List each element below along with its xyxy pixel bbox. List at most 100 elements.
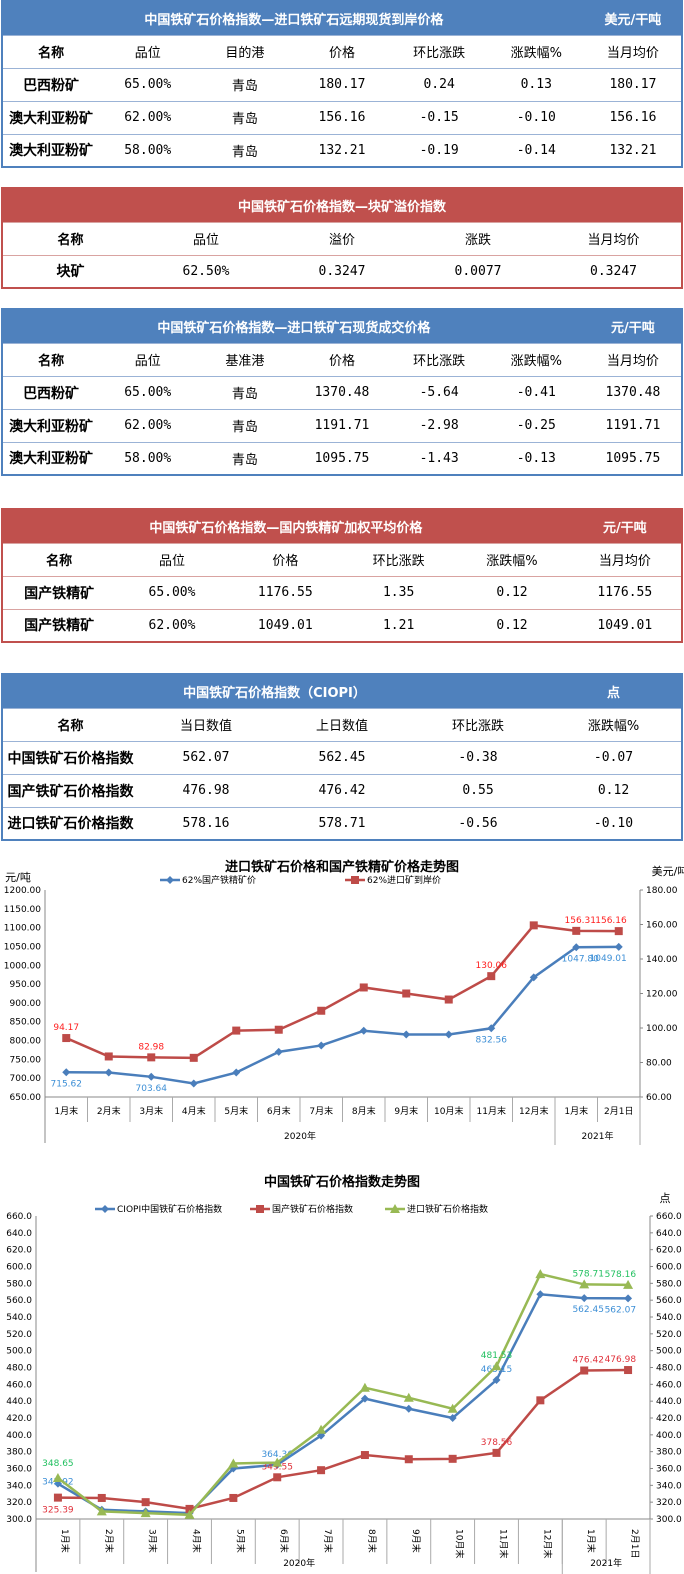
y-tick-label: 900.00 [10, 999, 42, 1009]
table-2: 中国铁矿石价格指数—进口铁矿石现货成交价格 元/干吨 名称 品位 基准港 价格 环比涨跌 涨跌… [1, 308, 683, 476]
data-label: 82.98 [138, 1042, 164, 1052]
table-0: 中国铁矿石价格指数—进口铁矿石远期现货到岸价格 美元/干吨 名称 品位 目的港 价格 环比涨… [1, 0, 683, 168]
column-header: 价格 [293, 35, 391, 69]
column-header: 品位 [115, 543, 229, 577]
y-tick-label: 660.0 [6, 1212, 32, 1222]
data-point [140, 1508, 151, 1518]
cell: 青岛 [196, 101, 294, 135]
data-label: 130.06 [476, 961, 508, 971]
row-name: 国产铁精矿 [2, 576, 116, 610]
data-point [536, 1290, 545, 1299]
y2-tick-label: 600.0 [656, 1263, 682, 1273]
table-1: 中国铁矿石价格指数—块矿溢价指数 名称 品位 溢价 涨跌 当月均价 块矿 62.50% 0.32… [1, 187, 683, 289]
y-tick-label: 500.0 [6, 1347, 32, 1357]
cell: -0.41 [487, 376, 585, 410]
row-name: 国产铁矿石价格指数 [2, 774, 138, 808]
series-line-0 [57, 1292, 629, 1515]
legend-label: 62%国产铁精矿价 [182, 874, 256, 886]
cell: 0.13 [487, 68, 585, 102]
data-point [52, 1473, 63, 1483]
row-name: 澳大利亚粉矿 [2, 134, 100, 168]
cell: 0.0077 [410, 255, 546, 289]
cell: 1049.01 [228, 609, 342, 643]
table-row: 进口铁矿石价格指数 578.16 578.71 -0.56 -0.10 [2, 807, 682, 841]
cell: -0.07 [546, 741, 682, 775]
cell: 1.21 [341, 609, 456, 643]
cell: -1.43 [390, 442, 488, 476]
cell: 65.00% [99, 68, 197, 102]
column-header: 价格 [293, 343, 391, 377]
y-tick-label: 950.00 [10, 980, 42, 990]
data-point [185, 1504, 194, 1513]
cell: 578.16 [138, 807, 274, 841]
cell: 1191.71 [584, 409, 682, 443]
data-point [360, 1451, 369, 1460]
cell: 青岛 [196, 409, 294, 443]
y-tick-label: 440.0 [6, 1397, 32, 1407]
y2-tick-label: 440.0 [656, 1397, 682, 1407]
table-row: 块矿 62.50% 0.3247 0.0077 0.3247 [2, 255, 682, 289]
y2-tick-label: 640.0 [656, 1229, 682, 1239]
column-header: 价格 [228, 543, 342, 577]
data-point [444, 995, 453, 1004]
data-point [317, 1006, 326, 1015]
y-tick-label: 360.0 [6, 1465, 32, 1475]
x-tick-label: 2月末 [97, 1105, 121, 1117]
row-name: 巴西粉矿 [2, 68, 100, 102]
data-point [444, 1030, 453, 1039]
data-label: 476.42 [572, 1356, 604, 1366]
cell: 1049.01 [568, 609, 682, 643]
y2-tick-label: 620.0 [656, 1246, 682, 1256]
y-tick-label: 1150.00 [4, 905, 41, 915]
y2-tick-label: 120.00 [646, 990, 678, 1000]
column-header: 涨跌幅% [487, 343, 585, 377]
y-tick-label: 580.0 [6, 1279, 32, 1289]
cell: 562.45 [274, 741, 410, 775]
y2-axis-label: 点 [660, 1192, 671, 1205]
x-tick-label: 12月末 [519, 1105, 548, 1117]
cell: 62.00% [115, 609, 229, 643]
y2-tick-label: 660.0 [656, 1212, 682, 1222]
row-name: 进口铁矿石价格指数 [2, 807, 138, 841]
chart-title: 中国铁矿石价格指数走势图 [264, 1174, 420, 1190]
table-title: 中国铁矿石价格指数—进口铁矿石远期现货到岸价格 [2, 1, 585, 36]
cell: -0.10 [546, 807, 682, 841]
column-header: 当月均价 [546, 222, 682, 256]
legend-marker [256, 1205, 264, 1213]
y-tick-label: 850.00 [10, 1018, 42, 1028]
data-point [141, 1498, 150, 1507]
data-point [403, 1392, 414, 1402]
legend-label: 进口铁矿石价格指数 [407, 1203, 488, 1215]
x-tick-label: 10月末 [454, 1529, 466, 1558]
column-header: 当月均价 [584, 35, 682, 69]
x-tick-label: 5月末 [234, 1529, 246, 1553]
legend-marker [351, 876, 359, 884]
data-point [317, 1041, 326, 1050]
y-tick-label: 300.0 [6, 1515, 32, 1525]
y2-tick-label: 360.0 [656, 1465, 682, 1475]
cell: -0.14 [487, 134, 585, 168]
data-point [359, 983, 368, 992]
table-title: 中国铁矿石价格指数—国内铁精矿加权平均价格 [2, 509, 569, 544]
data-point [579, 1279, 590, 1289]
cell: 0.3247 [274, 255, 410, 289]
data-label: 325.39 [42, 1506, 74, 1516]
legend-marker [390, 1204, 400, 1213]
table-unit: 美元/干吨 [584, 1, 682, 36]
y-tick-label: 540.0 [6, 1313, 32, 1323]
table-row: 国产铁精矿 62.00% 1049.01 1.21 0.12 1049.01 [2, 609, 682, 643]
table-title: 中国铁矿石价格指数（CIOPI） [2, 674, 546, 709]
x-tick-label: 9月末 [410, 1529, 422, 1553]
data-point [448, 1454, 457, 1463]
cell: 1.35 [341, 576, 456, 610]
x-tick-label: 8月末 [352, 1105, 376, 1117]
data-label: 364.36 [261, 1450, 293, 1460]
data-point [359, 1026, 368, 1035]
data-point [487, 972, 496, 981]
data-label: 349.55 [261, 1462, 293, 1472]
column-header: 上日数值 [274, 708, 410, 742]
legend-label: 国产铁矿石价格指数 [272, 1203, 353, 1215]
data-label: 578.71 [572, 1269, 604, 1279]
data-point [580, 1294, 589, 1303]
y2-tick-label: 100.00 [646, 1024, 678, 1034]
